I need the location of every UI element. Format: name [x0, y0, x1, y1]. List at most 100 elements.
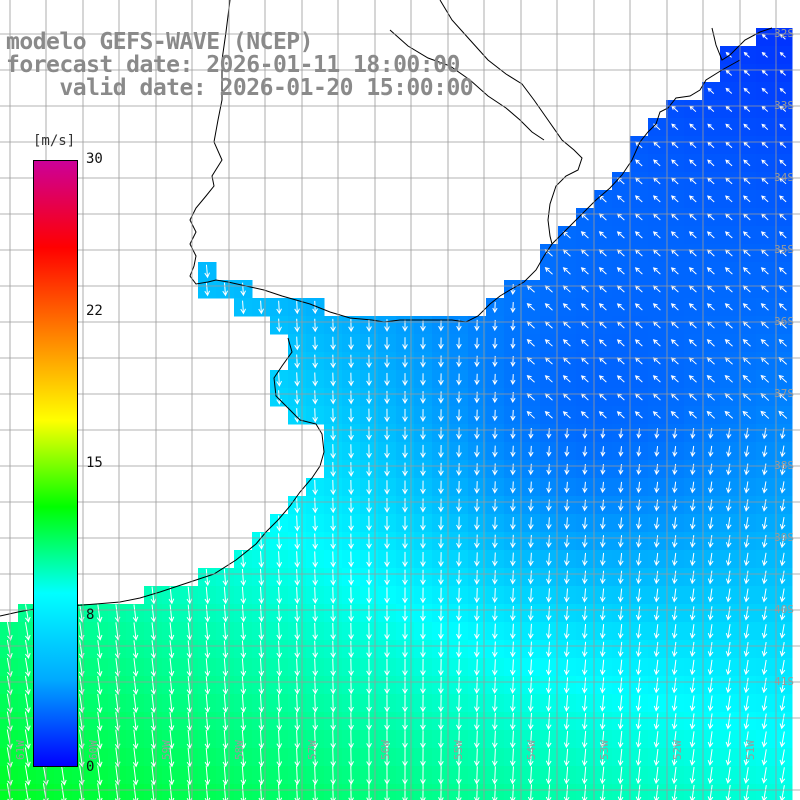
wind-arrow — [222, 604, 229, 623]
wind-arrow — [617, 659, 624, 676]
wind-arrow — [509, 659, 516, 676]
wind-arrow — [330, 765, 336, 786]
wind-arrow — [761, 159, 769, 167]
wind-arrow — [528, 552, 534, 567]
wind-arrow — [402, 784, 408, 800]
lon-label: 53W — [598, 740, 611, 760]
wind-arrow — [276, 694, 283, 713]
wind-arrow — [562, 339, 571, 347]
wind-arrow — [114, 747, 121, 768]
wind-arrow — [598, 195, 607, 203]
wind-arrow — [617, 624, 624, 639]
wind-arrow — [779, 767, 786, 784]
wind-arrow — [276, 604, 283, 623]
wind-arrow — [474, 337, 480, 350]
wind-arrow — [312, 408, 318, 423]
wind-arrow — [402, 462, 408, 477]
lon-label: 57W — [306, 740, 319, 760]
wind-arrow — [761, 463, 768, 476]
wind-arrow — [438, 534, 444, 549]
wind-arrow — [132, 640, 139, 659]
wind-arrow — [312, 497, 318, 514]
wind-arrow — [366, 676, 372, 695]
wind-arrow — [330, 551, 336, 568]
wind-arrow — [743, 731, 750, 748]
wind-arrow — [617, 570, 624, 585]
wind-arrow — [348, 354, 354, 369]
wind-arrow — [366, 783, 372, 800]
wind-arrow — [598, 339, 607, 347]
wind-arrow — [456, 480, 462, 495]
wind-arrow — [312, 372, 318, 387]
wind-arrow — [672, 445, 678, 458]
wind-arrow — [778, 267, 787, 275]
wind-arrow — [168, 622, 175, 641]
wind-arrow — [761, 713, 768, 730]
wind-arrow — [330, 605, 336, 622]
wind-arrow — [706, 231, 715, 239]
colorbar-tick: 30 — [86, 151, 103, 167]
wind-arrow — [690, 445, 696, 458]
wind-arrow — [581, 606, 588, 621]
wind-arrow — [724, 410, 734, 419]
wind-arrow — [779, 87, 787, 94]
wind-arrow — [582, 535, 588, 548]
wind-arrow — [652, 411, 661, 419]
wind-arrow — [312, 658, 318, 677]
wind-arrow — [474, 498, 480, 513]
wind-arrow — [779, 606, 786, 621]
wind-arrow — [761, 606, 768, 621]
wind-arrow — [330, 569, 336, 586]
wind-arrow — [761, 570, 768, 585]
wind-arrow — [240, 694, 247, 713]
wind-arrow — [438, 623, 444, 640]
wind-arrow — [744, 427, 750, 440]
wind-arrow — [330, 533, 336, 550]
wind-arrow — [61, 765, 67, 786]
wind-arrow — [222, 586, 229, 605]
wind-arrow — [366, 640, 372, 659]
wind-arrow — [492, 516, 498, 531]
wind-arrow — [186, 658, 193, 677]
wind-arrow — [492, 570, 498, 585]
wind-arrow — [402, 337, 408, 350]
wind-arrow — [707, 641, 714, 658]
wind-arrow — [438, 391, 444, 404]
wind-arrow — [618, 481, 624, 494]
wind-arrow — [276, 318, 282, 333]
wind-arrow — [438, 462, 444, 477]
wind-arrow — [581, 641, 588, 658]
wind-arrow — [528, 499, 534, 512]
wind-arrow — [474, 641, 480, 658]
wind-arrow — [635, 641, 642, 658]
wind-arrow — [114, 729, 121, 750]
wind-arrow — [276, 712, 283, 731]
wind-arrow — [672, 481, 678, 494]
wind-arrow — [474, 427, 480, 440]
wind-arrow — [240, 676, 247, 695]
wind-arrow — [779, 499, 786, 512]
wind-arrow — [563, 784, 570, 800]
wind-arrow — [186, 676, 193, 695]
wind-arrow — [384, 730, 390, 749]
wind-arrow — [312, 551, 318, 568]
lat-label: 40S — [774, 603, 794, 616]
wind-arrow — [96, 640, 103, 659]
wind-arrow — [617, 784, 624, 800]
title-forecast-date: forecast date: 2026-01-11 18:00:00 — [6, 52, 460, 78]
wind-arrow — [402, 605, 408, 622]
wind-arrow — [204, 694, 211, 713]
wind-arrow — [258, 783, 265, 800]
wind-arrow — [725, 195, 733, 203]
wind-arrow — [348, 480, 354, 496]
wind-arrow — [384, 766, 390, 785]
wind-arrow — [168, 658, 175, 677]
wind-arrow — [348, 390, 354, 405]
wind-arrow — [635, 731, 642, 748]
wind-arrow — [491, 694, 498, 713]
wind-arrow — [743, 69, 751, 76]
wind-arrow — [330, 354, 336, 369]
wind-arrow — [330, 783, 336, 800]
wind-arrow — [761, 87, 769, 94]
wind-arrow — [312, 569, 318, 586]
